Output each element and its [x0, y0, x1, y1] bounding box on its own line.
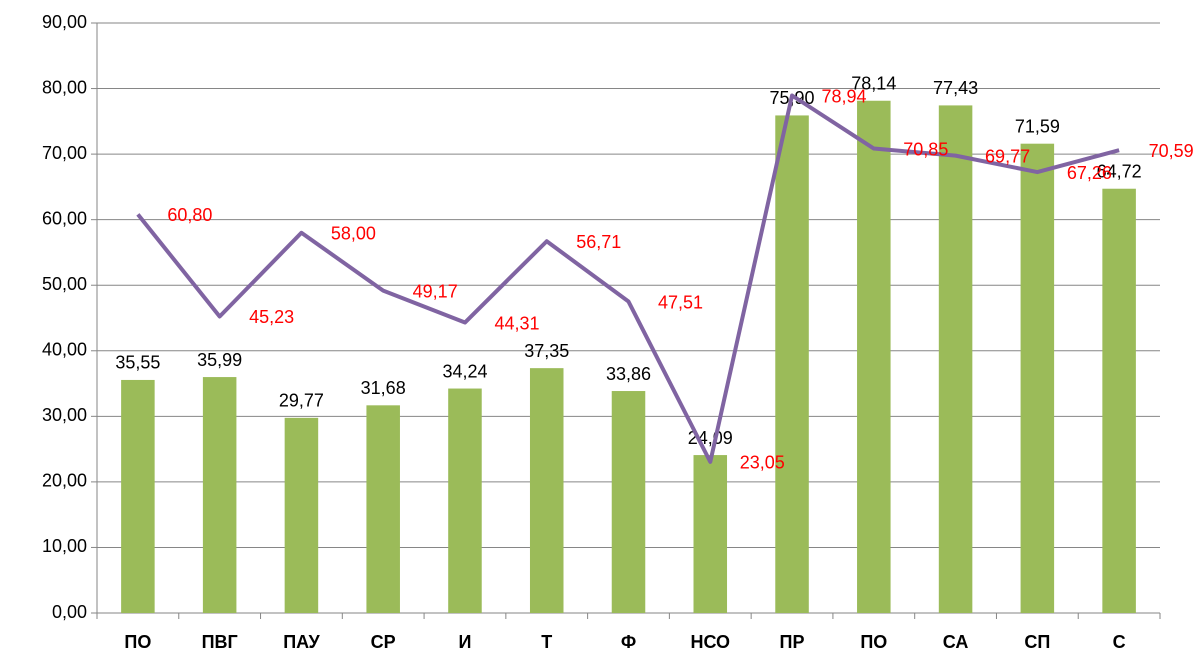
y-tick-label: 90,00: [42, 12, 87, 32]
line-value-label: 67,26: [1067, 163, 1112, 183]
bar-value-label: 78,14: [851, 73, 896, 93]
line-value-label: 23,05: [740, 453, 785, 473]
x-tick-label: СР: [371, 632, 396, 652]
y-tick-label: 30,00: [42, 405, 87, 425]
bar-value-label: 37,35: [524, 341, 569, 361]
x-tick-label: ПО: [860, 632, 887, 652]
x-tick-label: СП: [1024, 632, 1050, 652]
y-tick-label: 80,00: [42, 77, 87, 97]
x-tick-label: СА: [943, 632, 969, 652]
bar: [121, 379, 155, 613]
line-value-label: 70,85: [903, 139, 948, 159]
x-tick-label: НСО: [690, 632, 730, 652]
bar: [1102, 188, 1136, 614]
line-value-label: 44,31: [494, 313, 539, 333]
line-value-label: 56,71: [576, 232, 621, 252]
x-tick-label: ПВГ: [202, 632, 238, 652]
line-value-label: 78,94: [822, 86, 867, 106]
bar: [448, 388, 482, 613]
y-tick-label: 50,00: [42, 274, 87, 294]
bar-value-label: 31,68: [361, 378, 406, 398]
bar: [938, 105, 973, 614]
line-value-label: 69,77: [985, 146, 1030, 166]
bar-value-label: 29,77: [279, 391, 324, 411]
bar: [202, 377, 237, 613]
bar: [366, 405, 400, 613]
line-value-label: 47,51: [658, 292, 703, 312]
bar-value-label: 34,24: [442, 361, 487, 381]
bar: [529, 368, 564, 613]
y-tick-label: 60,00: [42, 208, 87, 228]
x-tick-label: ПР: [780, 632, 805, 652]
line-value-label: 58,00: [331, 224, 376, 244]
bar: [611, 391, 646, 613]
x-tick-label: ПО: [124, 632, 151, 652]
bar: [1020, 143, 1055, 613]
line: [136, 93, 1120, 464]
line-value-label: 60,80: [167, 205, 212, 225]
x-tick-label: ПАУ: [283, 632, 320, 652]
x-tick-label: И: [458, 632, 471, 652]
y-tick-label: 0,00: [52, 602, 87, 622]
bar: [284, 417, 319, 613]
bar-value-label: 35,55: [115, 353, 160, 373]
bar-value-label: 77,43: [933, 78, 978, 98]
x-tick-label: Ф: [621, 632, 636, 652]
bar: [775, 115, 809, 613]
line-value-label: 49,17: [413, 281, 458, 301]
bar-value-label: 71,59: [1015, 116, 1060, 136]
bar: [857, 100, 891, 613]
y-tick-label: 10,00: [42, 536, 87, 556]
line-value-label: 45,23: [249, 307, 294, 327]
bar-value-label: 35,99: [197, 350, 242, 370]
y-tick-label: 40,00: [42, 340, 87, 360]
line-value-label: 70,59: [1149, 141, 1194, 161]
bar-value-label: 33,86: [606, 364, 651, 384]
y-tick-label: 70,00: [42, 143, 87, 163]
bar: [693, 455, 728, 613]
x-tick-label: Т: [541, 632, 552, 652]
x-tick-label: С: [1113, 632, 1126, 652]
bar-value-label: 64,72: [1097, 161, 1142, 181]
y-tick-label: 20,00: [42, 471, 87, 491]
